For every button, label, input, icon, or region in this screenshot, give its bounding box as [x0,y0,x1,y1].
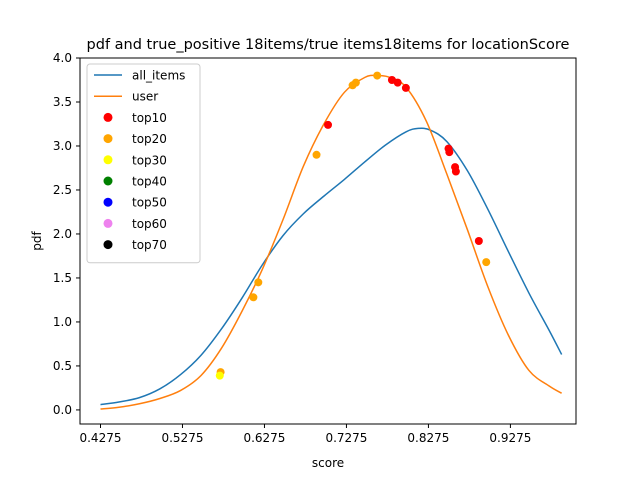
point-top10 [401,83,410,92]
point-top20 [482,258,491,267]
y-tick-label: 0.0 [53,403,72,417]
axes-frame [79,57,577,425]
legend-swatch-top40 [103,176,113,186]
y-axis: 0.0 0.5 1.0 1.5 2.0 2.5 3.0 3.5 4.0 [53,51,80,417]
x-tick-label: 0.7275 [325,431,367,445]
legend-label-top20: top20 [132,132,167,146]
x-tick-label: 0.5275 [161,431,203,445]
y-tick-label: 2.0 [53,227,72,241]
y-tick-label: 1.5 [53,271,72,285]
point-top10 [445,148,454,157]
x-axis-label: score [312,456,344,470]
legend-label-top70: top70 [132,238,167,252]
legend-swatch-top20 [103,134,113,144]
point-top10 [474,237,483,245]
plot-area [79,57,577,425]
point-top20 [249,293,258,302]
x-tick-label: 0.4275 [79,431,121,445]
series-line-user [100,74,563,410]
point-top10 [324,120,332,129]
x-axis: 0.4275 0.5275 0.6275 0.7275 0.8275 0.9275 [79,424,531,445]
point-top20 [254,278,263,287]
chart-title: pdf and true_positive 18items/true items… [87,37,570,53]
legend-swatch-top10 [103,112,113,122]
legend-swatch-top50 [103,197,113,207]
y-tick-label: 1.0 [53,315,72,329]
x-tick-label: 0.8275 [407,431,449,445]
y-tick-label: 3.0 [53,139,72,153]
y-axis-label: pdf [30,231,44,251]
legend-label-top30: top30 [132,153,167,167]
series-line-all_items [100,127,563,406]
point-top10 [451,167,460,176]
legend-label-all_items: all_items [132,69,185,83]
point-top10 [393,78,402,87]
point-top30 [215,371,224,380]
point-top20 [373,71,382,80]
y-tick-label: 4.0 [53,51,72,65]
y-tick-label: 2.5 [53,183,72,197]
legend-label-top10: top10 [132,111,167,125]
series-layer [100,71,563,410]
legend-swatch-top30 [103,155,113,165]
legend-label-top40: top40 [132,175,167,189]
y-tick-label: 0.5 [53,359,72,373]
y-tick-label: 3.5 [53,95,72,109]
legend-swatch-top70 [103,240,113,250]
point-top20 [312,150,321,159]
legend-box [86,63,201,264]
legend-label-top60: top60 [132,217,167,231]
x-tick-label: 0.9275 [489,431,531,445]
legend-label-top50: top50 [132,196,167,210]
point-top20 [351,78,360,87]
legend-swatch-top60 [103,218,113,228]
x-tick-label: 0.6275 [243,431,285,445]
legend-label-user: user [132,90,158,104]
